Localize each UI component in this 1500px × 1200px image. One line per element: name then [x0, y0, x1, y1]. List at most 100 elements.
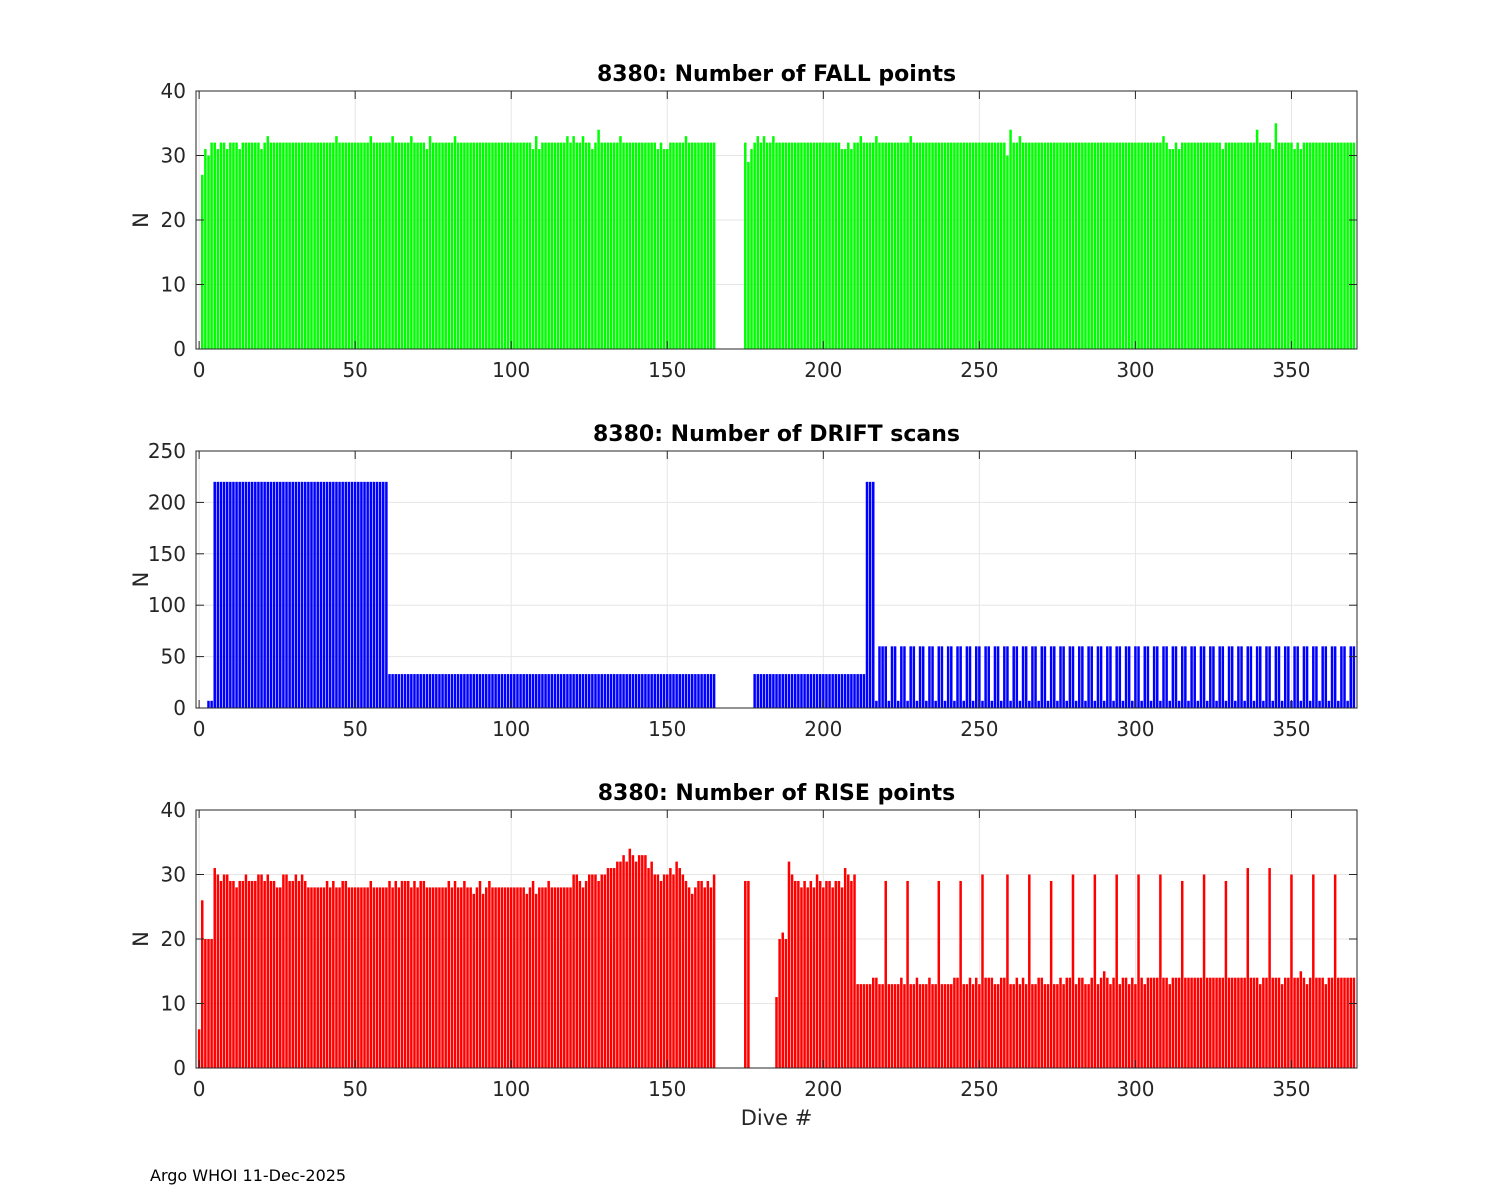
bar: [410, 136, 413, 349]
bar: [1305, 984, 1309, 1068]
bar: [453, 880, 457, 1068]
bar: [993, 646, 997, 708]
bar: [1071, 142, 1075, 349]
bar: [219, 481, 223, 708]
bar: [307, 481, 310, 708]
bar: [1074, 984, 1078, 1068]
bar: [285, 481, 288, 708]
bar: [1127, 142, 1131, 349]
bar: [594, 142, 597, 349]
bar: [971, 142, 975, 349]
bar: [956, 142, 959, 349]
bar: [534, 136, 538, 349]
bar: [509, 142, 513, 349]
bar: [1212, 646, 1215, 708]
bar: [681, 142, 685, 349]
bar: [1077, 142, 1081, 349]
bar: [647, 868, 650, 1068]
x-tick-label: 350: [1272, 1077, 1310, 1101]
bar: [1193, 646, 1196, 708]
x-tick-label: 100: [492, 1077, 530, 1101]
bar: [946, 142, 950, 349]
bar: [469, 674, 472, 708]
bar: [1062, 142, 1065, 349]
bar: [1299, 971, 1303, 1068]
bar: [372, 142, 376, 349]
bar: [1159, 700, 1162, 708]
bar: [1053, 984, 1056, 1068]
bar: [1280, 984, 1284, 1068]
bar: [1271, 149, 1274, 349]
bar: [831, 887, 834, 1068]
bar: [569, 887, 572, 1068]
bar: [687, 142, 691, 349]
bar: [978, 142, 981, 349]
bar: [1293, 646, 1296, 708]
bar: [812, 887, 816, 1068]
bar: [984, 646, 987, 708]
bar: [559, 887, 563, 1068]
bar: [847, 674, 850, 708]
bar: [1315, 646, 1318, 708]
bar: [1118, 984, 1122, 1068]
bar: [1006, 874, 1009, 1068]
bar: [416, 142, 419, 349]
bar: [925, 984, 928, 1068]
bar: [1112, 977, 1115, 1068]
bar: [322, 481, 326, 708]
bar: [1146, 142, 1150, 349]
bar: [328, 887, 332, 1068]
bar: [1137, 142, 1140, 349]
bar: [1093, 874, 1097, 1068]
bar: [906, 880, 909, 1068]
bar: [697, 880, 700, 1068]
bar: [1040, 142, 1044, 349]
bar: [357, 142, 360, 349]
bar: [847, 142, 850, 349]
bar: [822, 674, 825, 708]
bar: [394, 674, 397, 708]
bar: [363, 142, 366, 349]
bar: [1218, 646, 1221, 708]
bar: [341, 880, 344, 1068]
bar: [569, 674, 572, 708]
bar: [503, 674, 507, 708]
bar: [1021, 142, 1025, 349]
bar: [438, 674, 441, 708]
bar: [747, 161, 750, 349]
bar: [1062, 646, 1065, 708]
bar: [1308, 142, 1312, 349]
bar: [753, 674, 756, 708]
bar: [984, 977, 987, 1068]
bar: [903, 646, 906, 708]
bar: [372, 887, 376, 1068]
bar: [990, 142, 994, 349]
bar: [282, 142, 285, 349]
bar: [1046, 984, 1050, 1068]
bar: [1277, 977, 1281, 1068]
bar: [825, 674, 828, 708]
bar: [600, 142, 603, 349]
chart-panel-2: 0 50 100 150 200 250 300 350 0 50 100 150 200 250 8380…: [129, 422, 1358, 741]
bar: [1287, 977, 1290, 1068]
bar: [847, 874, 850, 1068]
bar: [900, 646, 903, 708]
bar: [1237, 646, 1240, 708]
bar: [1174, 977, 1178, 1068]
bar: [369, 136, 373, 349]
bar: [350, 481, 354, 708]
bar: [332, 142, 335, 349]
bar: [987, 142, 990, 349]
bar: [422, 142, 426, 349]
bar: [943, 700, 947, 708]
bar: [344, 142, 348, 349]
bar: [584, 674, 588, 708]
bar: [335, 887, 338, 1068]
bar: [815, 874, 819, 1068]
bar: [450, 674, 454, 708]
bar: [528, 674, 532, 708]
bar: [656, 874, 660, 1068]
bar: [335, 136, 338, 349]
bar: [1056, 984, 1059, 1068]
